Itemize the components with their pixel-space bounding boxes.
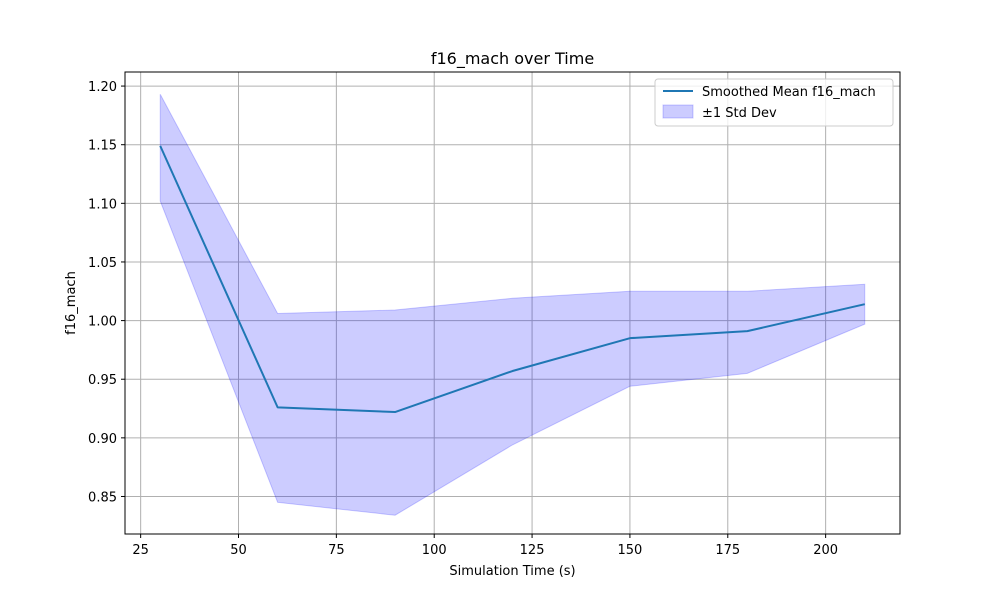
x-tick-label: 200 <box>813 543 838 558</box>
mean-line <box>159 145 865 414</box>
legend-label-std: ±1 Std Dev <box>702 106 777 121</box>
y-tick-label: 1.00 <box>88 315 117 330</box>
plot-frame <box>124 71 901 535</box>
legend-frame <box>654 78 894 127</box>
x-axis-ticks: 25 50 75 100 125 150 175 200 <box>132 534 838 558</box>
line-layer <box>159 145 865 414</box>
y-axis-label: f16_mach <box>64 271 79 335</box>
chart-title: f16_mach over Time <box>431 49 594 69</box>
grid <box>125 72 900 534</box>
x-tick-label: 50 <box>230 543 247 558</box>
y-tick-label: 0.85 <box>88 490 117 505</box>
y-tick-label: 1.20 <box>88 80 117 95</box>
x-tick-label: 150 <box>618 543 643 558</box>
y-tick-label: 1.15 <box>88 139 117 154</box>
x-axis-label: Simulation Time (s) <box>449 564 575 579</box>
x-tick-label: 175 <box>715 543 740 558</box>
x-tick-label: 25 <box>132 543 149 558</box>
x-tick-label: 125 <box>520 543 545 558</box>
y-tick-label: 1.10 <box>88 197 117 212</box>
legend-label-mean: Smoothed Mean f16_mach <box>702 85 876 100</box>
y-axis-ticks: 0.85 0.90 0.95 1.00 1.05 1.10 1.15 1.20 <box>88 80 125 505</box>
x-tick-label: 100 <box>422 543 447 558</box>
legend-band-swatch <box>662 104 694 119</box>
y-tick-label: 1.05 <box>88 256 117 271</box>
y-tick-label: 0.95 <box>88 373 117 388</box>
legend: Smoothed Mean f16_mach ±1 Std Dev <box>654 78 894 127</box>
x-tick-label: 75 <box>328 543 345 558</box>
y-tick-label: 0.90 <box>88 432 117 447</box>
